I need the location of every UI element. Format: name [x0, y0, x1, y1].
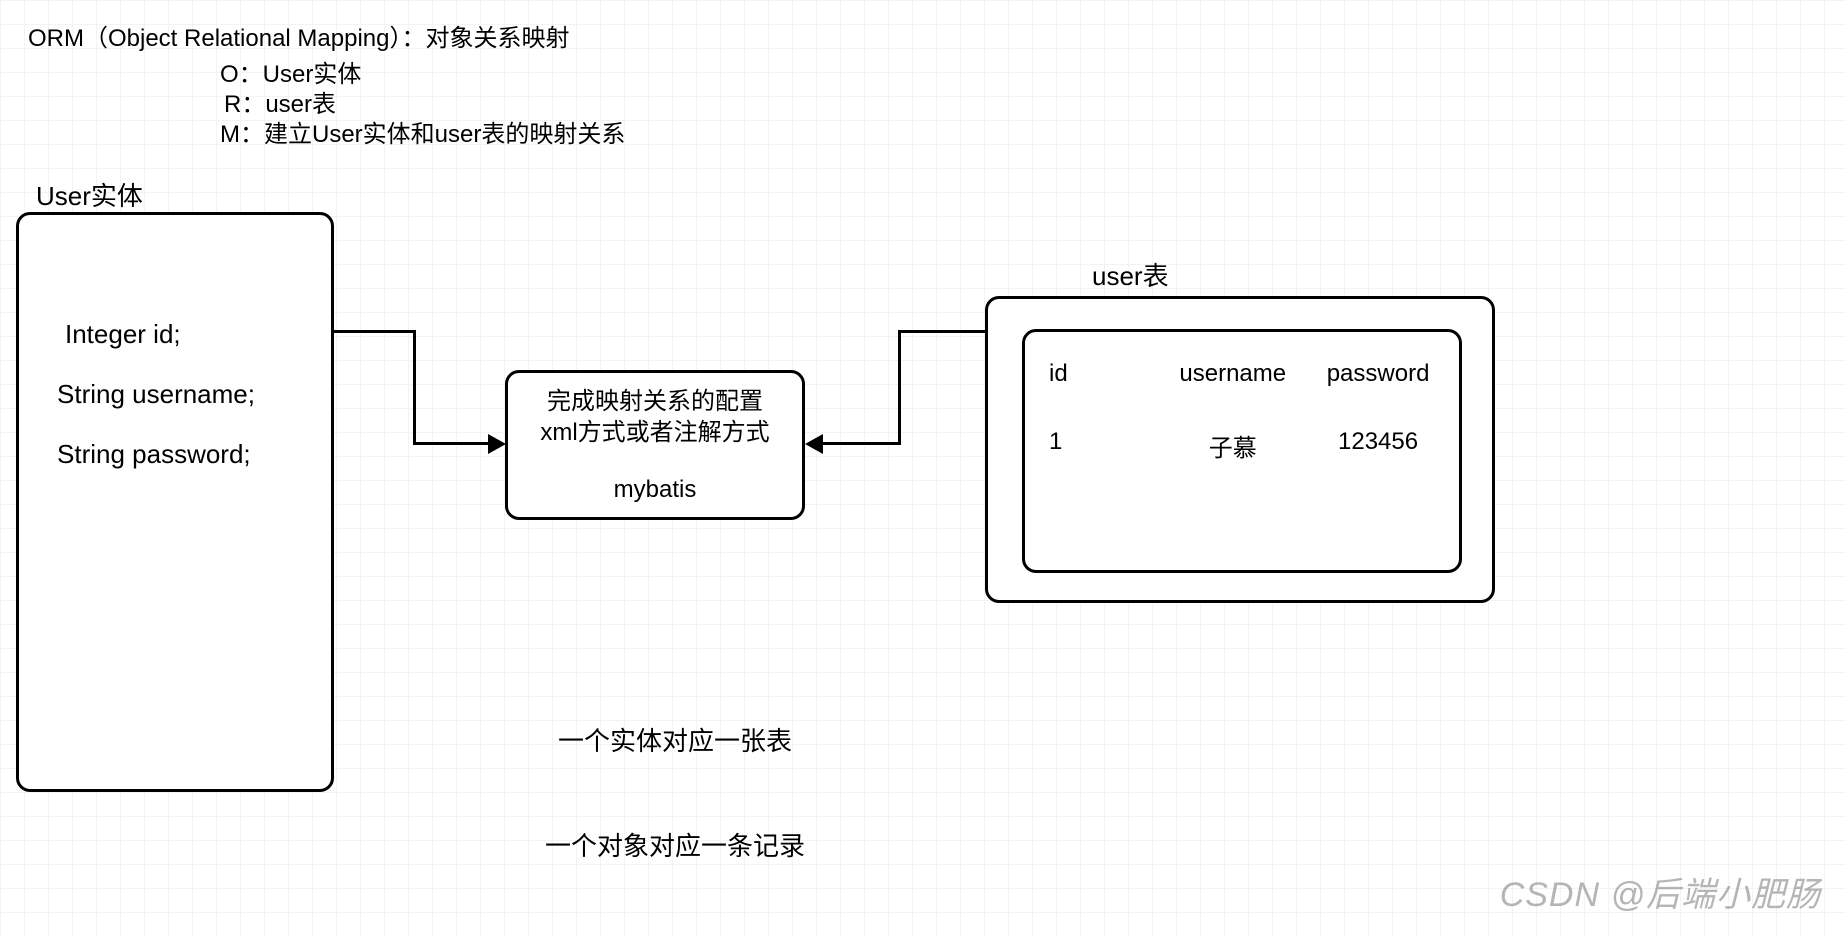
- footer-note: 一个实体对应一张表 一个对象对应一条记录: [545, 654, 805, 935]
- table-outer-box: id username password 1 子慕 123456: [985, 296, 1495, 603]
- entity-field-password: String password;: [57, 439, 251, 470]
- mapping-box: 完成映射关系的配置 xml方式或者注解方式 mybatis: [505, 370, 805, 520]
- connector-right-seg1: [898, 330, 988, 333]
- table-header-row: id username password: [1045, 360, 1439, 388]
- table-col-password: password: [1317, 360, 1439, 388]
- table-cell-id: 1: [1045, 428, 1148, 463]
- connector-left-seg1: [334, 330, 416, 333]
- footer-note-line2: 一个对象对应一条记录: [545, 829, 805, 864]
- entity-field-id: Integer id;: [65, 319, 181, 350]
- footer-note-line1: 一个实体对应一张表: [545, 724, 805, 759]
- arrowhead-left-icon: [488, 434, 506, 454]
- header-line-m: M：建立User实体和user表的映射关系: [220, 114, 625, 149]
- table-data-row: 1 子慕 123456: [1045, 428, 1439, 463]
- entity-label: User实体: [36, 176, 143, 213]
- table-label: user表: [1092, 256, 1169, 293]
- mapping-tech: mybatis: [614, 476, 697, 504]
- connector-right-seg2: [898, 330, 901, 445]
- header-title: ORM（Object Relational Mapping）：对象关系映射: [28, 18, 570, 53]
- mapping-line1: 完成映射关系的配置: [540, 386, 769, 417]
- arrowhead-right-icon: [805, 434, 823, 454]
- connector-right-seg3: [821, 442, 901, 445]
- table-col-id: id: [1045, 360, 1148, 388]
- connector-left-seg3: [413, 442, 488, 445]
- entity-field-username: String username;: [57, 379, 255, 410]
- entity-box: Integer id; String username; String pass…: [16, 212, 334, 792]
- watermark: CSDN @后端小肥肠: [1500, 867, 1821, 916]
- connector-left-seg2: [413, 330, 416, 445]
- mapping-description: 完成映射关系的配置 xml方式或者注解方式: [540, 386, 769, 448]
- table-cell-username: 子慕: [1148, 428, 1317, 463]
- table-col-username: username: [1148, 360, 1317, 388]
- diagram-canvas: ORM（Object Relational Mapping）：对象关系映射 O：…: [0, 0, 1845, 934]
- table-cell-password: 123456: [1317, 428, 1439, 463]
- mapping-line2: xml方式或者注解方式: [540, 417, 769, 448]
- table-inner-box: id username password 1 子慕 123456: [1022, 329, 1462, 573]
